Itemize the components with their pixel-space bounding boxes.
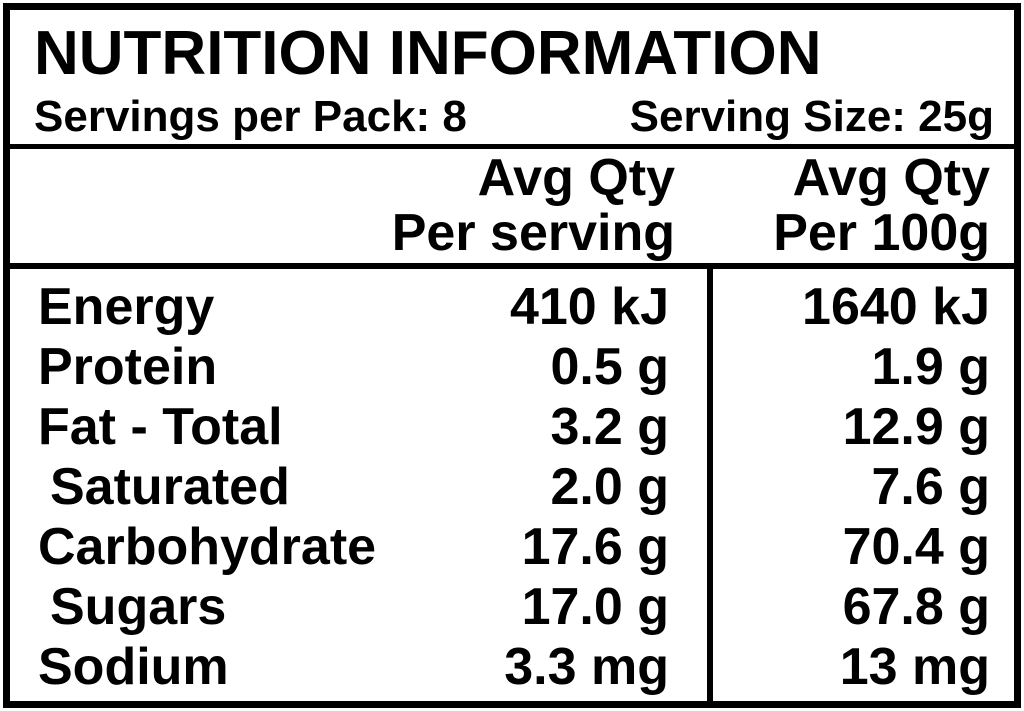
nutrition-label-panel: NUTRITION INFORMATION Servings per Pack:…	[3, 3, 1021, 708]
nutrient-row-carbohydrate: Carbohydrate 17.6 g	[38, 517, 669, 577]
divider-header	[10, 144, 1014, 149]
value-per-serving: 3.2 g	[550, 398, 670, 456]
value-per-serving: 2.0 g	[550, 458, 670, 516]
col-header-per-serving-line1: Avg Qty	[477, 149, 675, 207]
nutrient-name: Saturated	[50, 458, 290, 516]
nutrient-name: Carbohydrate	[38, 518, 377, 576]
col-header-per-100g: Avg Qty Per 100g	[713, 151, 1014, 263]
nutrient-name: Sugars	[50, 578, 227, 636]
label-header-section: NUTRITION INFORMATION Servings per Pack:…	[10, 10, 1014, 144]
pack-info-row: Servings per Pack: 8 Serving Size: 25g	[34, 92, 994, 142]
value-per-100g-protein: 1.9 g	[871, 338, 991, 396]
serving-size: Serving Size: 25g	[629, 92, 994, 141]
value-per-100g-sodium: 13 mg	[839, 638, 990, 696]
value-per-100g-energy: 1640 kJ	[802, 278, 990, 336]
nutrition-table-body: Energy 410 kJ Protein 0.5 g Fat - Total …	[10, 269, 1014, 701]
servings-per-pack: Servings per Pack: 8	[34, 92, 467, 141]
nutrient-row-saturated: Saturated 2.0 g	[38, 457, 669, 517]
nutrient-name: Protein	[38, 338, 218, 396]
col-header-per-100g-line2: Per 100g	[773, 204, 990, 262]
col-header-per-100g-line1: Avg Qty	[792, 149, 990, 207]
value-per-100g-sugars: 67.8 g	[842, 578, 990, 636]
per-100g-column: 1640 kJ 1.9 g 12.9 g 7.6 g 70.4 g 67.8 g…	[713, 269, 1014, 701]
value-per-100g-fat-total: 12.9 g	[842, 398, 990, 456]
value-per-serving: 17.0 g	[521, 578, 669, 636]
col-header-per-serving-line2: Per serving	[391, 204, 675, 262]
nutrient-row-protein: Protein 0.5 g	[38, 337, 669, 397]
value-per-100g-carbohydrate: 70.4 g	[842, 518, 990, 576]
nutrient-row-sugars: Sugars 17.0 g	[38, 577, 669, 637]
column-header-row: Avg Qty Per serving Avg Qty Per 100g	[10, 149, 1014, 263]
value-per-serving: 0.5 g	[550, 338, 670, 396]
nutrient-name: Energy	[38, 278, 215, 336]
divider-columns	[10, 263, 1014, 269]
value-per-serving: 410 kJ	[509, 278, 669, 336]
nutrient-row-fat-total: Fat - Total 3.2 g	[38, 397, 669, 457]
page-title: NUTRITION INFORMATION	[34, 19, 822, 88]
value-per-serving: 17.6 g	[521, 518, 669, 576]
nutrient-name: Sodium	[38, 638, 229, 696]
nutrient-row-sodium: Sodium 3.3 mg	[38, 637, 669, 697]
nutrient-and-per-serving-column: Energy 410 kJ Protein 0.5 g Fat - Total …	[10, 269, 713, 701]
value-per-100g-saturated: 7.6 g	[871, 458, 991, 516]
nutrient-name: Fat - Total	[38, 398, 283, 456]
col-header-per-serving: Avg Qty Per serving	[10, 151, 713, 263]
nutrient-row-energy: Energy 410 kJ	[38, 277, 669, 337]
value-per-serving: 3.3 mg	[504, 638, 669, 696]
